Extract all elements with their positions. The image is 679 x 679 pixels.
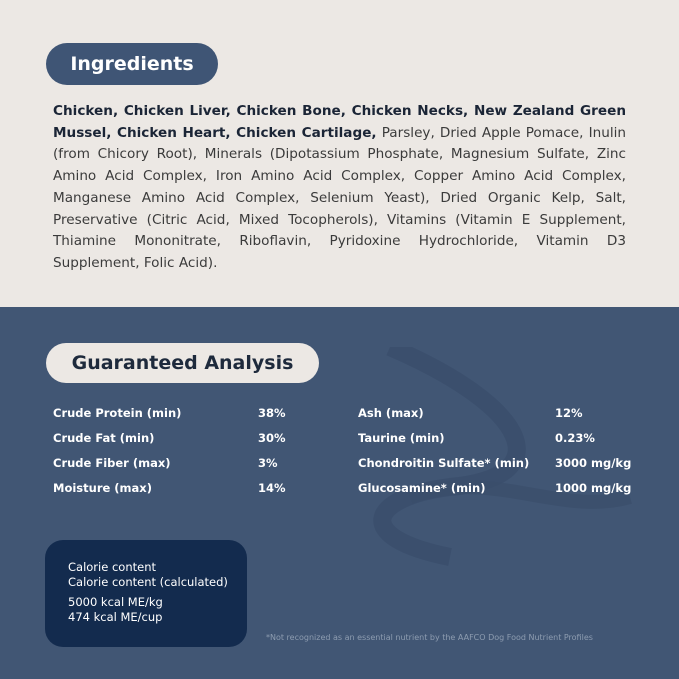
analysis-label: Taurine (min) xyxy=(358,431,445,445)
analysis-label: Crude Protein (min) xyxy=(53,406,182,420)
calorie-box: Calorie content Calorie content (calcula… xyxy=(45,540,247,647)
analysis-value: 3000 mg/kg xyxy=(555,456,632,470)
analysis-section: Guaranteed Analysis Crude Protein (min) … xyxy=(0,307,679,679)
calorie-per-kg: 5000 kcal ME/kg xyxy=(68,595,163,609)
analysis-label: Moisture (max) xyxy=(53,481,152,495)
analysis-label: Chondroitin Sulfate* (min) xyxy=(358,456,530,470)
wave-decoration-icon xyxy=(373,347,632,566)
analysis-value: 3% xyxy=(258,456,278,470)
calorie-per-cup: 474 kcal ME/cup xyxy=(68,609,163,624)
analysis-label: Ash (max) xyxy=(358,406,424,420)
analysis-value: 30% xyxy=(258,431,286,445)
ingredients-primary: Chicken, Chicken Liver, Chicken Bone, Ch… xyxy=(53,103,626,141)
ingredients-section: Ingredients Chicken, Chicken Liver, Chic… xyxy=(0,0,679,307)
analysis-label: Crude Fiber (max) xyxy=(53,456,171,470)
analysis-value: 38% xyxy=(258,406,286,420)
ingredients-heading: Ingredients xyxy=(46,43,218,85)
analysis-heading: Guaranteed Analysis xyxy=(46,343,319,383)
ingredients-text: Chicken, Chicken Liver, Chicken Bone, Ch… xyxy=(53,101,626,275)
analysis-label: Crude Fat (min) xyxy=(53,431,155,445)
analysis-label: Glucosamine* (min) xyxy=(358,481,486,495)
analysis-value: 0.23% xyxy=(555,431,595,445)
footnote: *Not recognized as an essential nutrient… xyxy=(266,633,593,642)
analysis-value: 1000 mg/kg xyxy=(555,481,632,495)
ingredients-secondary: Parsley, Dried Apple Pomace, Inulin (fro… xyxy=(53,124,627,271)
calorie-label: Calorie content xyxy=(68,560,156,574)
analysis-value: 14% xyxy=(258,481,286,495)
calorie-calculated-label: Calorie content (calculated) xyxy=(68,574,228,589)
analysis-value: 12% xyxy=(555,406,583,420)
